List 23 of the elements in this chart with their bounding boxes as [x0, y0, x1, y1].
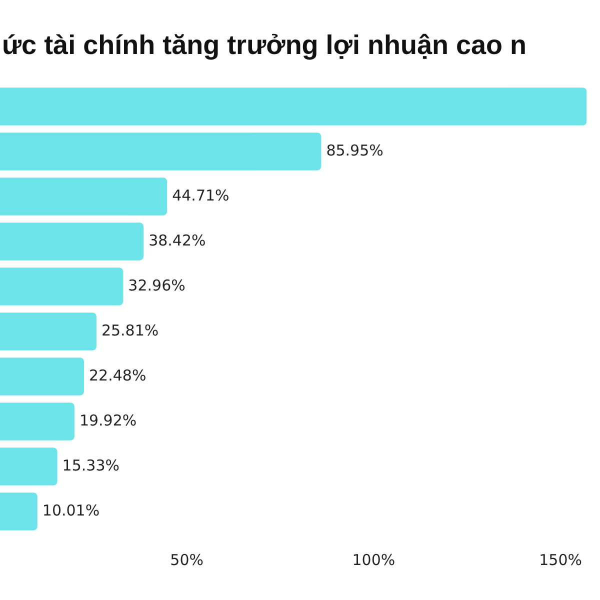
data-label: 19.92% — [79, 411, 137, 430]
bar — [0, 448, 58, 486]
data-label: 32.96% — [128, 276, 186, 294]
chart-title: ức tài chính tăng trưởng lợi nhuận cao n — [2, 30, 527, 61]
data-label: 10.01% — [42, 501, 100, 520]
data-label: 85.95% — [326, 141, 384, 160]
bar — [0, 132, 322, 170]
data-label: 15.33% — [62, 456, 120, 474]
data-label: 38.42% — [148, 231, 206, 250]
x-tick-label: 100% — [352, 550, 396, 569]
bar — [0, 402, 74, 440]
bar — [0, 492, 38, 530]
data-label: 44.71% — [172, 186, 230, 204]
bar — [0, 312, 96, 350]
x-tick-label: 50% — [170, 550, 204, 569]
bar — [0, 222, 144, 260]
x-tick-label: 150% — [539, 550, 582, 569]
data-label: 22.48% — [89, 366, 146, 384]
bar — [0, 268, 124, 306]
data-label: 25.81% — [101, 321, 159, 340]
bar — [0, 178, 168, 216]
bar — [0, 88, 587, 126]
bar — [0, 358, 84, 396]
